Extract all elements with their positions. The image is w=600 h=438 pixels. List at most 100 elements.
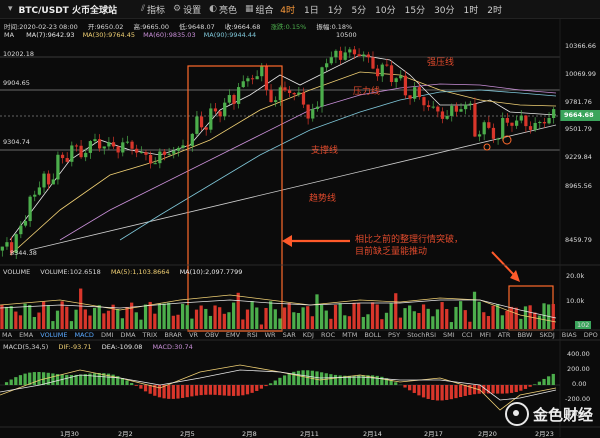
indicator-tab-trix[interactable]: TRIX <box>143 331 158 339</box>
candle-body <box>56 155 59 180</box>
macd-bar <box>436 385 439 400</box>
volume-bar <box>232 303 235 329</box>
macd-title: MACD(5,34,5) <box>3 343 48 351</box>
volume-bar <box>533 312 536 329</box>
indicator-tab-psy[interactable]: PSY <box>388 331 400 339</box>
candle-body <box>246 78 249 81</box>
indicator-tab-volume[interactable]: VOLUME <box>40 331 67 339</box>
macd-bar <box>473 385 476 394</box>
volume-ma10-line <box>0 300 556 318</box>
indicator-tab-dpo[interactable]: DPO <box>584 331 598 339</box>
volume-bar <box>204 309 207 329</box>
candle-body <box>84 153 87 157</box>
candle-body <box>19 226 22 235</box>
macd-bar <box>241 385 244 395</box>
volume-bar <box>417 313 420 329</box>
indicator-tab-dmi[interactable]: DMI <box>101 331 114 339</box>
indicator-tab-atr[interactable]: ATR <box>498 331 510 339</box>
volume-bar <box>79 289 82 329</box>
indicator-tab-boll[interactable]: BOLL <box>364 331 381 339</box>
candle-body <box>103 146 106 148</box>
volume-bar <box>325 311 328 329</box>
macd-bar <box>158 385 161 397</box>
candle-body <box>496 139 499 140</box>
macd-bar <box>274 381 277 385</box>
macd-bar <box>200 385 203 395</box>
price-axis-label: 9781.76 <box>565 98 592 106</box>
indicator-tab-rsi[interactable]: RSI <box>247 331 258 339</box>
indicator-tab-sar[interactable]: SAR <box>283 331 296 339</box>
indicator-tab-stochrsi[interactable]: StochRSI <box>407 331 436 339</box>
volume-bar <box>524 306 527 329</box>
volume-bar <box>519 319 522 329</box>
volume-bar <box>468 322 471 329</box>
candle-body <box>469 104 472 105</box>
indicator-tab-ema[interactable]: EMA <box>19 331 33 339</box>
volume-bar <box>362 317 365 329</box>
indicator-tab-mfi[interactable]: MFI <box>480 331 491 339</box>
volume-bar <box>297 313 300 329</box>
macd-bar <box>213 385 216 395</box>
volume-ma5: MA(5):1,103.8664 <box>111 268 170 276</box>
support-label: 支撑线 <box>311 143 338 156</box>
volume-bar <box>371 302 374 329</box>
candle-body <box>126 142 129 143</box>
volume-bar <box>56 311 59 329</box>
volume-bar <box>473 292 476 329</box>
indicator-tab-skdj[interactable]: SKDJ <box>539 331 554 339</box>
candle-body <box>172 151 175 154</box>
candle-body <box>195 116 198 133</box>
volume-bar <box>130 303 133 329</box>
indicator-tab-cci[interactable]: CCI <box>462 331 473 339</box>
macd-bar <box>501 385 504 394</box>
indicator-tab-macd[interactable]: MACD <box>74 331 93 339</box>
macd-bar <box>98 373 101 385</box>
indicator-tab-dma[interactable]: DMA <box>120 331 135 339</box>
indicator-tab-bar: MA EMA VOLUME MACD DMI DMA TRIX BRAR VR OBV EMV RSI… <box>2 331 600 339</box>
candle-body <box>214 108 217 111</box>
volume-bar <box>440 302 443 329</box>
indicator-tab-ma[interactable]: MA <box>2 331 12 339</box>
candle-body <box>70 145 73 161</box>
macd-bar <box>251 385 254 393</box>
left-price-label: 8344.38 <box>10 249 37 257</box>
indicator-tab-smi[interactable]: SMI <box>443 331 455 339</box>
indicator-tab-brar[interactable]: BRAR <box>164 331 182 339</box>
indicator-tab-wr[interactable]: WR <box>265 331 276 339</box>
indicator-tab-bbw[interactable]: BBW <box>517 331 532 339</box>
macd-bar <box>33 372 36 385</box>
volume-ma5-line <box>0 295 556 322</box>
indicator-tab-roc[interactable]: ROC <box>321 331 335 339</box>
candle-body <box>149 155 152 164</box>
volume-bar <box>348 316 351 329</box>
candle-body <box>515 121 518 126</box>
volume-bar <box>422 304 425 329</box>
indicator-tab-vr[interactable]: VR <box>189 331 198 339</box>
volume-bar <box>33 317 36 329</box>
candle-body <box>33 195 36 197</box>
candle-body <box>510 123 513 126</box>
volume-bar <box>496 304 499 329</box>
candle-body <box>418 87 421 97</box>
macd-bar <box>417 385 420 395</box>
macd-bar <box>237 385 240 396</box>
candle-body <box>167 154 170 155</box>
pressure-label: 压力线 <box>353 84 380 97</box>
volume-bar <box>283 307 286 329</box>
volume-bar <box>93 308 96 329</box>
macd-bar <box>10 380 13 385</box>
volume-title: VOLUME <box>3 268 30 276</box>
indicator-tab-kdj[interactable]: KDJ <box>303 331 314 339</box>
candle-body <box>117 146 120 152</box>
candle-body <box>362 54 365 56</box>
volume-bar <box>501 315 504 329</box>
indicator-tab-bias[interactable]: BIAS <box>562 331 577 339</box>
candle-body <box>260 66 263 76</box>
indicator-tab-mtm[interactable]: MTM <box>342 331 357 339</box>
macd-bar <box>427 385 430 399</box>
indicator-tab-obv[interactable]: OBV <box>205 331 219 339</box>
indicator-tab-emv[interactable]: EMV <box>226 331 240 339</box>
candle-body <box>381 65 384 77</box>
price-axis-label: 10366.66 <box>565 42 596 50</box>
